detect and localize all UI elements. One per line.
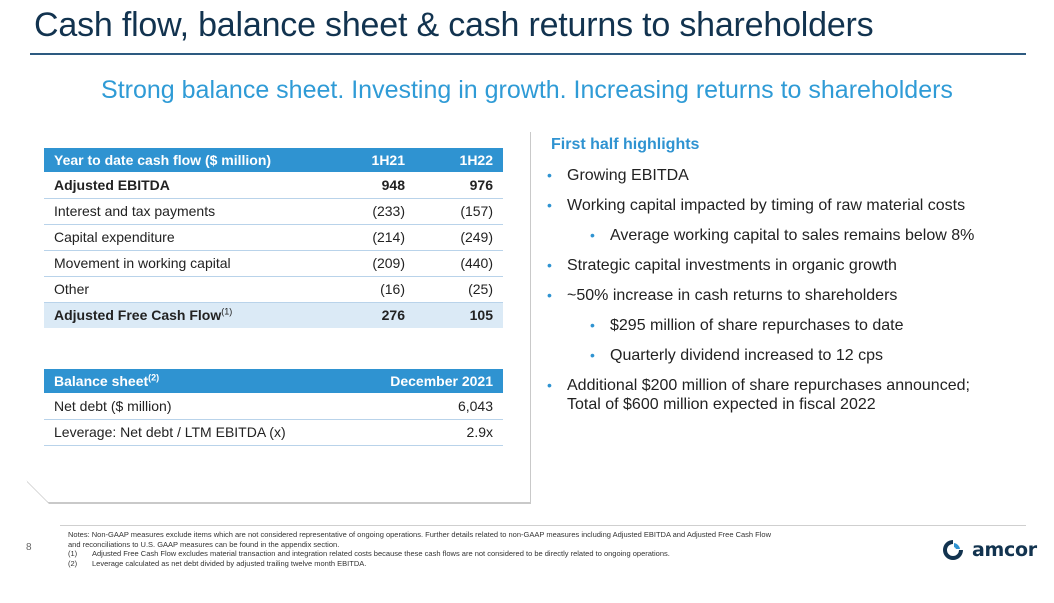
notes-line: and reconciliations to U.S. GAAP measure… [68, 539, 340, 549]
bullet-text: Growing EBITDA [567, 167, 689, 184]
row-value-1h21: (209) [315, 250, 405, 277]
list-item: • Growing EBITDA [545, 166, 1035, 185]
total-label: Adjusted Free Cash Flow [54, 307, 222, 324]
row-label: Interest and tax payments [44, 198, 315, 225]
bullet-text: Working capital impacted by timing of ra… [567, 197, 966, 214]
table-row: Movement in working capital (209) (440) [44, 250, 503, 277]
list-item: • ~50% increase in cash returns to shareh… [545, 286, 1035, 305]
row-value: 2.9x [352, 419, 503, 446]
column-header-1h21: 1H21 [315, 148, 405, 172]
sub-list-item: • $295 million of share repurchases to da… [545, 316, 1035, 335]
bullet-text: Additional $200 million of share repurch… [567, 377, 970, 394]
cash-flow-header: Year to date cash flow ($ million) [44, 148, 315, 172]
cash-flow-header-row: Year to date cash flow ($ million) 1H21 … [44, 148, 503, 172]
title-divider [30, 53, 1026, 55]
logo-text: amcor [972, 539, 1037, 561]
column-header-december-2021: December 2021 [352, 369, 503, 393]
row-value: 6,043 [352, 393, 503, 420]
footnote-marker: (2) [148, 372, 160, 383]
total-value-1h21: 276 [315, 302, 405, 328]
total-label-cell: Adjusted Free Cash Flow(1) [44, 302, 315, 328]
row-label: Net debt ($ million) [44, 393, 353, 420]
bullet-dot-icon: • [590, 227, 595, 243]
bullet-dot-icon: • [590, 317, 595, 333]
row-label: Leverage: Net debt / LTM EBITDA (x) [44, 419, 353, 446]
row-value-1h22: (25) [405, 276, 503, 303]
row-value-1h22: (249) [405, 224, 503, 251]
row-label: Movement in working capital [44, 250, 315, 277]
row-value-1h22: (440) [405, 250, 503, 277]
page-title: Cash flow, balance sheet & cash returns … [34, 6, 874, 44]
bullet-dot-icon: • [547, 197, 552, 213]
row-value-1h22: (157) [405, 198, 503, 225]
row-label: Adjusted EBITDA [44, 172, 315, 199]
bullet-dot-icon: • [547, 167, 552, 183]
balance-sheet-table: Balance sheet(2) December 2021 Net debt … [44, 369, 503, 446]
footnote-text: Leverage calculated as net debt divided … [92, 558, 367, 568]
bullet-text: Strategic capital investments in organic… [567, 257, 897, 274]
footnote-1: (1) Adjusted Free Cash Flow excludes mate… [68, 549, 928, 559]
footnotes: Notes: Non-GAAP measures exclude items w… [68, 530, 928, 568]
table-row: Adjusted EBITDA 948 976 [44, 172, 503, 199]
bullet-text: Quarterly dividend increased to 12 cps [610, 347, 884, 364]
footer-divider [60, 525, 1026, 526]
row-label: Capital expenditure [44, 224, 315, 251]
table-row: Leverage: Net debt / LTM EBITDA (x) 2.9x [44, 419, 503, 446]
bullet-text: Average working capital to sales remains… [610, 227, 975, 244]
footnote-2: (2) Leverage calculated as net debt divid… [68, 559, 928, 569]
bullet-text: ~50% increase in cash returns to shareho… [567, 287, 898, 304]
bullet-text: $295 million of share repurchases to dat… [610, 317, 904, 334]
page-number: 8 [26, 542, 32, 553]
table-row: Other (16) (25) [44, 276, 503, 303]
amcor-logo-icon [943, 540, 963, 560]
sub-list-item: • Quarterly dividend increased to 12 cps [545, 346, 1035, 365]
amcor-logo: amcor [938, 538, 1037, 562]
balance-sheet-header: Balance sheet [54, 373, 149, 389]
bullet-text-continuation: Total of $600 million expected in fiscal… [567, 396, 876, 413]
sub-list-item: • Average working capital to sales remain… [545, 226, 1035, 245]
highlights-list: • Growing EBITDA • Working capital impacte… [545, 166, 1035, 425]
footnote-text: Adjusted Free Cash Flow excludes materia… [92, 549, 670, 558]
page-subtitle: Strong balance sheet. Investing in growt… [101, 76, 953, 104]
bullet-dot-icon: • [547, 377, 552, 393]
bullet-dot-icon: • [547, 257, 552, 273]
highlights-title: First half highlights [551, 136, 700, 153]
row-value-1h21: (214) [315, 224, 405, 251]
footnote-label: (2) [68, 558, 78, 568]
column-header-1h22: 1H22 [405, 148, 503, 172]
balance-sheet-header-row: Balance sheet(2) December 2021 [44, 369, 503, 393]
cash-flow-table: Year to date cash flow ($ million) 1H21 … [44, 148, 503, 328]
table-row: Capital expenditure (214) (249) [44, 224, 503, 251]
total-row: Adjusted Free Cash Flow(1) 276 105 [44, 302, 503, 328]
list-item: • Strategic capital investments in organi… [545, 256, 1035, 275]
footnote-label: (1) [68, 549, 78, 558]
row-value-1h21: 948 [315, 172, 405, 199]
notes-line: Notes: Non-GAAP measures exclude items w… [68, 530, 772, 539]
footnote-marker: (1) [221, 306, 233, 317]
row-label: Other [44, 276, 315, 303]
bullet-dot-icon: • [547, 287, 552, 303]
row-value-1h21: (16) [315, 276, 405, 303]
total-value-1h22: 105 [405, 302, 503, 328]
table-row: Net debt ($ million) 6,043 [44, 393, 503, 420]
row-value-1h21: (233) [315, 198, 405, 225]
table-row: Interest and tax payments (233) (157) [44, 198, 503, 225]
list-item: • Working capital impacted by timing of r… [545, 196, 1035, 215]
bullet-dot-icon: • [590, 347, 595, 363]
list-item: • Additional $200 million of share repurc… [545, 376, 1035, 414]
balance-sheet-header-cell: Balance sheet(2) [44, 369, 353, 393]
row-value-1h22: 976 [405, 172, 503, 199]
